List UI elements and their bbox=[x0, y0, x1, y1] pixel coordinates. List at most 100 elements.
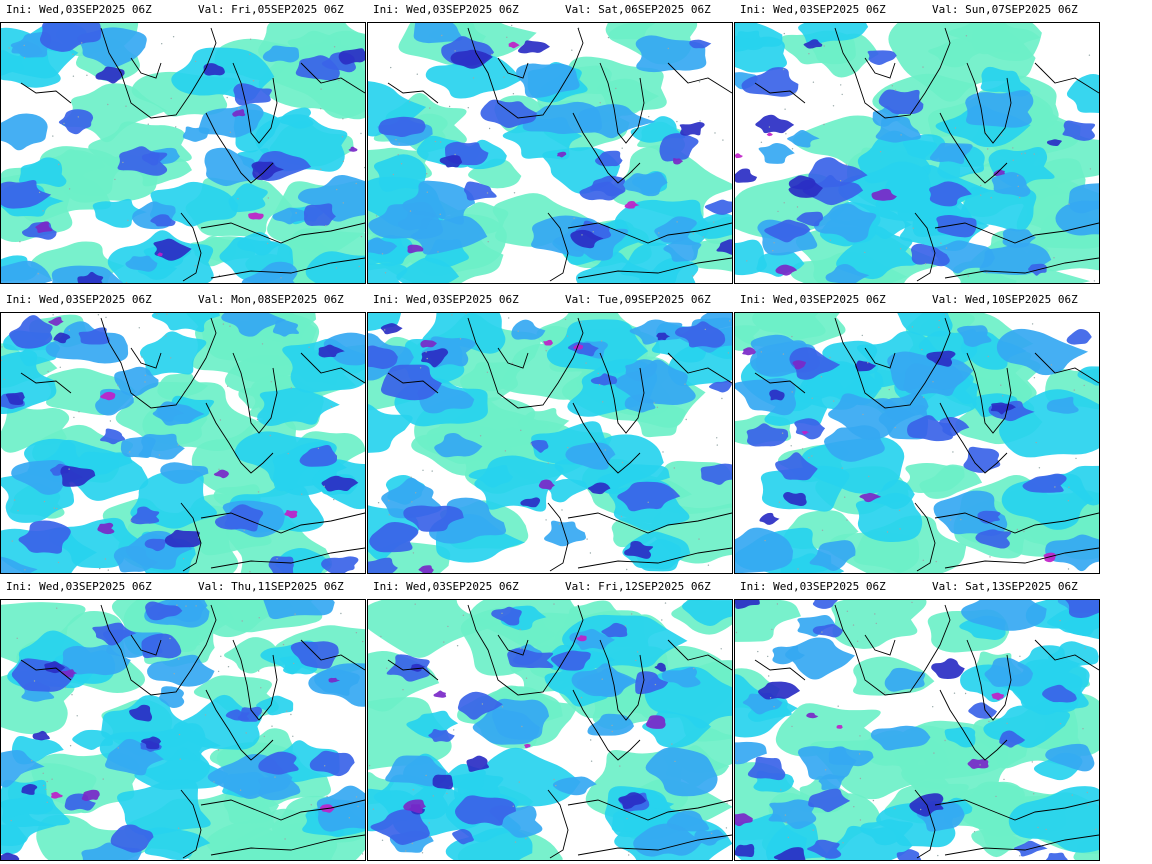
grid-dot bbox=[661, 619, 663, 621]
precip-contour bbox=[654, 662, 667, 672]
precip-contour bbox=[735, 168, 758, 183]
grid-dot bbox=[520, 429, 522, 431]
precip-contour bbox=[742, 347, 756, 356]
grid-dot bbox=[38, 191, 41, 194]
grid-dot bbox=[1059, 619, 1061, 622]
grid-dot bbox=[409, 101, 411, 103]
coastline bbox=[754, 659, 806, 681]
grid-dot bbox=[402, 689, 404, 691]
precip-contour bbox=[272, 319, 300, 337]
grid-dot bbox=[358, 265, 360, 268]
grid-dot bbox=[990, 197, 992, 199]
precip-contour bbox=[117, 779, 211, 836]
precip-contour bbox=[492, 698, 550, 740]
grid-dot bbox=[166, 313, 168, 315]
grid-dot bbox=[580, 321, 582, 323]
grid-dot bbox=[222, 323, 225, 325]
precip-contour bbox=[565, 442, 616, 470]
grid-dot bbox=[58, 163, 60, 166]
coastline bbox=[20, 372, 72, 394]
grid-dot bbox=[808, 53, 810, 55]
grid-dot bbox=[1068, 203, 1070, 205]
coastline bbox=[944, 547, 1099, 569]
precip-contour bbox=[58, 109, 94, 135]
precip-contour bbox=[991, 692, 1005, 701]
grid-dot bbox=[434, 140, 437, 143]
grid-dot bbox=[945, 314, 947, 316]
precip-contour bbox=[794, 418, 826, 440]
grid-dot bbox=[72, 75, 75, 77]
grid-dot bbox=[68, 188, 71, 190]
coastline bbox=[387, 82, 439, 104]
grid-dot bbox=[768, 126, 771, 128]
grid-dot bbox=[856, 640, 859, 642]
grid-dot bbox=[1068, 486, 1070, 488]
grid-dot bbox=[144, 374, 146, 376]
precip-contour bbox=[370, 808, 430, 845]
grid-dot bbox=[488, 127, 491, 130]
precip-contour bbox=[233, 83, 272, 106]
precip-contour bbox=[368, 557, 398, 573]
grid-dot bbox=[459, 338, 462, 340]
grid-dot bbox=[169, 637, 171, 640]
grid-dot bbox=[746, 260, 748, 262]
grid-dot bbox=[590, 760, 593, 762]
grid-dot bbox=[604, 449, 606, 451]
precip-contour bbox=[811, 33, 879, 78]
precip-contour bbox=[972, 23, 1041, 55]
grid-dot bbox=[107, 103, 109, 106]
grid-dot bbox=[894, 89, 897, 91]
grid-dot bbox=[178, 733, 181, 736]
grid-dot bbox=[260, 687, 262, 689]
grid-dot bbox=[944, 739, 946, 742]
grid-dot bbox=[757, 650, 759, 653]
grid-dot bbox=[125, 105, 127, 107]
precip-contour bbox=[614, 359, 696, 406]
precip-contour bbox=[792, 360, 806, 370]
precip-contour bbox=[439, 155, 463, 168]
precip-contour bbox=[768, 799, 817, 830]
grid-dot bbox=[125, 282, 128, 283]
grid-dot bbox=[1084, 647, 1086, 649]
grid-dot bbox=[1006, 722, 1008, 724]
precip-field-svg bbox=[1, 23, 365, 283]
precip-contour bbox=[21, 784, 38, 795]
precip-contour bbox=[134, 747, 229, 791]
grid-dot bbox=[658, 232, 660, 234]
grid-dot bbox=[555, 784, 557, 787]
grid-dot bbox=[490, 53, 493, 56]
grid-dot bbox=[46, 780, 48, 783]
precip-contour bbox=[806, 361, 884, 406]
valid-time-label: Val: Mon,08SEP2025 06Z bbox=[198, 293, 344, 306]
grid-dot bbox=[841, 93, 843, 96]
grid-dot bbox=[638, 124, 641, 127]
grid-dot bbox=[503, 76, 505, 78]
precip-contour bbox=[386, 654, 430, 682]
grid-dot bbox=[600, 340, 603, 342]
grid-dot bbox=[419, 367, 422, 369]
grid-dot bbox=[785, 133, 787, 135]
grid-dot bbox=[428, 822, 430, 824]
init-time-label: Ini: Wed,03SEP2025 06Z bbox=[373, 293, 519, 306]
grid-dot bbox=[698, 538, 700, 540]
grid-dot bbox=[426, 357, 428, 360]
grid-dot bbox=[611, 730, 613, 733]
grid-dot bbox=[355, 182, 357, 185]
grid-dot bbox=[1083, 384, 1085, 387]
grid-dot bbox=[784, 814, 787, 816]
grid-dot bbox=[699, 120, 701, 122]
grid-dot bbox=[398, 143, 400, 145]
precip-contour bbox=[77, 271, 104, 283]
grid-dot bbox=[454, 153, 456, 156]
grid-dot bbox=[692, 233, 695, 235]
grid-dot bbox=[1045, 828, 1047, 831]
precip-contour bbox=[766, 132, 773, 137]
precip-field-svg bbox=[1, 313, 365, 573]
grid-dot bbox=[1071, 794, 1073, 796]
coastline bbox=[577, 834, 732, 856]
precipitation-map bbox=[734, 599, 1100, 861]
grid-dot bbox=[1086, 791, 1088, 794]
grid-dot bbox=[416, 73, 418, 75]
grid-dot bbox=[388, 500, 390, 502]
grid-dot bbox=[821, 631, 823, 633]
